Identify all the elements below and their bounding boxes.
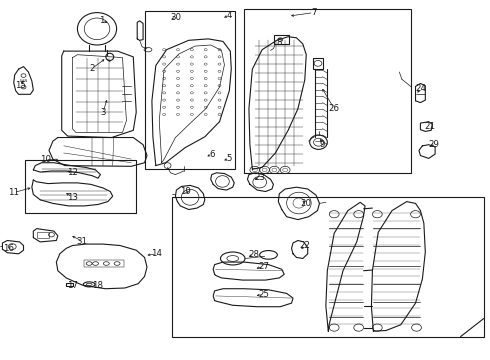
Text: 23: 23: [254, 173, 265, 182]
Bar: [172, 197, 484, 337]
Bar: [24, 160, 136, 213]
Text: 9: 9: [320, 140, 325, 149]
Text: 20: 20: [301, 199, 312, 208]
Text: 26: 26: [329, 104, 340, 113]
Bar: [313, 58, 323, 69]
Text: 12: 12: [67, 168, 78, 177]
Text: 10: 10: [40, 155, 50, 163]
Bar: [244, 9, 411, 173]
Text: 1: 1: [99, 17, 105, 26]
Text: 14: 14: [151, 249, 162, 258]
Bar: [84, 260, 124, 267]
Text: 11: 11: [8, 188, 19, 197]
Text: 4: 4: [226, 11, 232, 20]
Text: 13: 13: [67, 193, 78, 202]
Text: 31: 31: [77, 237, 88, 246]
Text: 27: 27: [258, 262, 269, 271]
Text: 28: 28: [248, 251, 259, 259]
Text: 18: 18: [92, 281, 102, 289]
Text: 16: 16: [3, 244, 14, 253]
Text: 7: 7: [311, 8, 317, 17]
Text: LHS: LHS: [19, 79, 28, 83]
Text: 30: 30: [170, 13, 181, 22]
Text: 25: 25: [258, 290, 269, 299]
Bar: [145, 11, 235, 169]
Text: 15: 15: [15, 81, 26, 90]
Text: 2: 2: [89, 64, 95, 73]
Bar: [37, 232, 49, 238]
Text: 5: 5: [226, 154, 232, 163]
Bar: [274, 35, 289, 44]
Text: 22: 22: [299, 241, 310, 250]
Text: 24: 24: [415, 84, 426, 93]
Text: 17: 17: [67, 281, 78, 289]
Text: 8: 8: [276, 38, 282, 47]
Text: 19: 19: [180, 187, 191, 196]
Text: 21: 21: [425, 122, 436, 131]
Text: 6: 6: [209, 150, 215, 159]
Text: 3: 3: [100, 108, 106, 117]
Text: 29: 29: [428, 140, 439, 149]
